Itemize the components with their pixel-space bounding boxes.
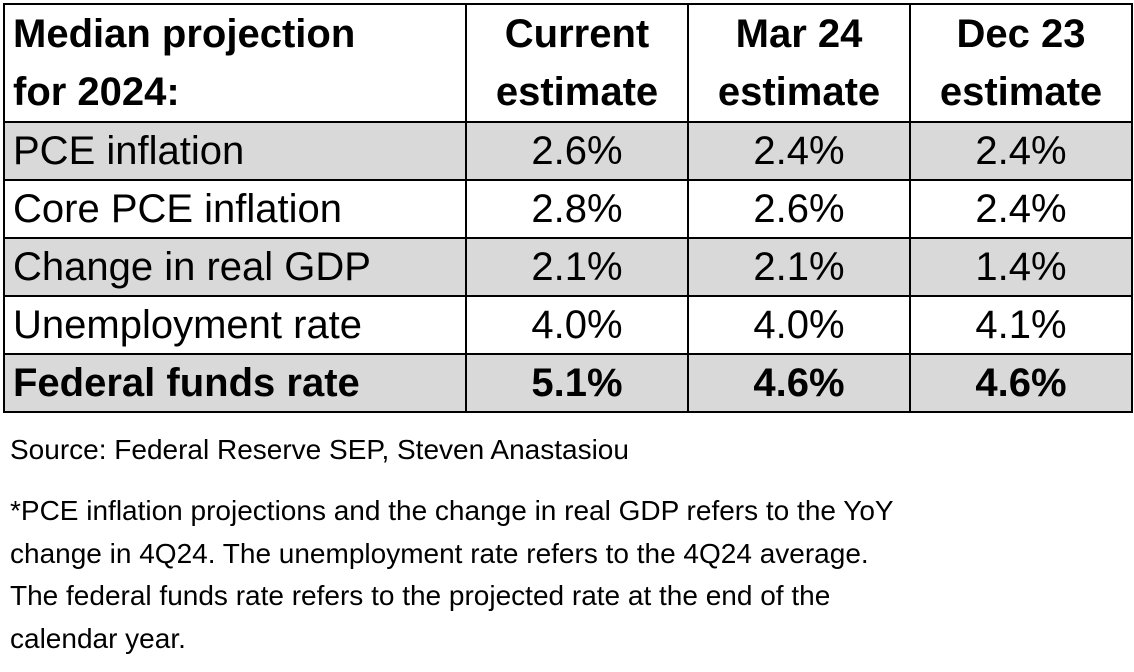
cell-current: 2.8%	[465, 179, 689, 239]
cell-mar24: 4.0%	[687, 295, 911, 355]
cell-current: 2.6%	[465, 121, 689, 181]
header-label-cell: Median projection for 2024:	[3, 3, 467, 123]
cell-dec23: 2.4%	[909, 179, 1133, 239]
table-row-unemployment-rate: Unemployment rate 4.0% 4.0% 4.1%	[3, 295, 1133, 355]
cell-mar24: 2.4%	[687, 121, 911, 181]
header-label-line: Median projection	[13, 12, 356, 56]
cell-mar24: 2.1%	[687, 237, 911, 297]
cell-mar24: 4.6%	[687, 353, 911, 413]
cell-dec23: 1.4%	[909, 237, 1133, 297]
table-row-pce-inflation: PCE inflation 2.6% 2.4% 2.4%	[3, 121, 1133, 181]
header-label-line: for 2024:	[13, 70, 180, 114]
cell-dec23: 4.1%	[909, 295, 1133, 355]
projection-table-container: Median projection for 2024: Current esti…	[3, 3, 1133, 413]
table-header-row: Median projection for 2024: Current esti…	[3, 3, 1133, 123]
cell-current: 4.0%	[465, 295, 689, 355]
table-row-core-pce-inflation: Core PCE inflation 2.8% 2.6% 2.4%	[3, 179, 1133, 239]
header-col-line: Dec 23	[956, 12, 1086, 56]
row-label: Unemployment rate	[3, 295, 467, 355]
header-col-line: Current	[504, 12, 650, 56]
footnote-line: The federal funds rate refers to the pro…	[10, 580, 831, 611]
header-mar24-estimate: Mar 24 estimate	[687, 3, 911, 123]
footnote-line: calendar year.	[10, 622, 186, 654]
cell-mar24: 2.6%	[687, 179, 911, 239]
cell-current: 2.1%	[465, 237, 689, 297]
header-current-estimate: Current estimate	[465, 3, 689, 123]
row-label: PCE inflation	[3, 121, 467, 181]
source-note: Source: Federal Reserve SEP, Steven Anas…	[10, 434, 629, 465]
footnote-line: *PCE inflation projections and the chang…	[10, 495, 894, 526]
cell-dec23: 4.6%	[909, 353, 1133, 413]
table-row-federal-funds-rate: Federal funds rate 5.1% 4.6% 4.6%	[3, 353, 1133, 413]
cell-current: 5.1%	[465, 353, 689, 413]
cell-dec23: 2.4%	[909, 121, 1133, 181]
row-label: Core PCE inflation	[3, 179, 467, 239]
header-col-line: Mar 24	[735, 12, 863, 56]
header-dec23-estimate: Dec 23 estimate	[909, 3, 1133, 123]
row-label: Federal funds rate	[3, 353, 467, 413]
table-row-real-gdp: Change in real GDP 2.1% 2.1% 1.4%	[3, 237, 1133, 297]
footnote-line: change in 4Q24. The unemployment rate re…	[10, 537, 869, 569]
header-col-line: estimate	[717, 70, 881, 114]
row-label: Change in real GDP	[3, 237, 467, 297]
header-col-line: estimate	[495, 70, 659, 114]
projection-table: Median projection for 2024: Current esti…	[3, 3, 1133, 413]
footnote: *PCE inflation projections and the chang…	[10, 490, 1125, 660]
header-col-line: estimate	[939, 70, 1103, 114]
